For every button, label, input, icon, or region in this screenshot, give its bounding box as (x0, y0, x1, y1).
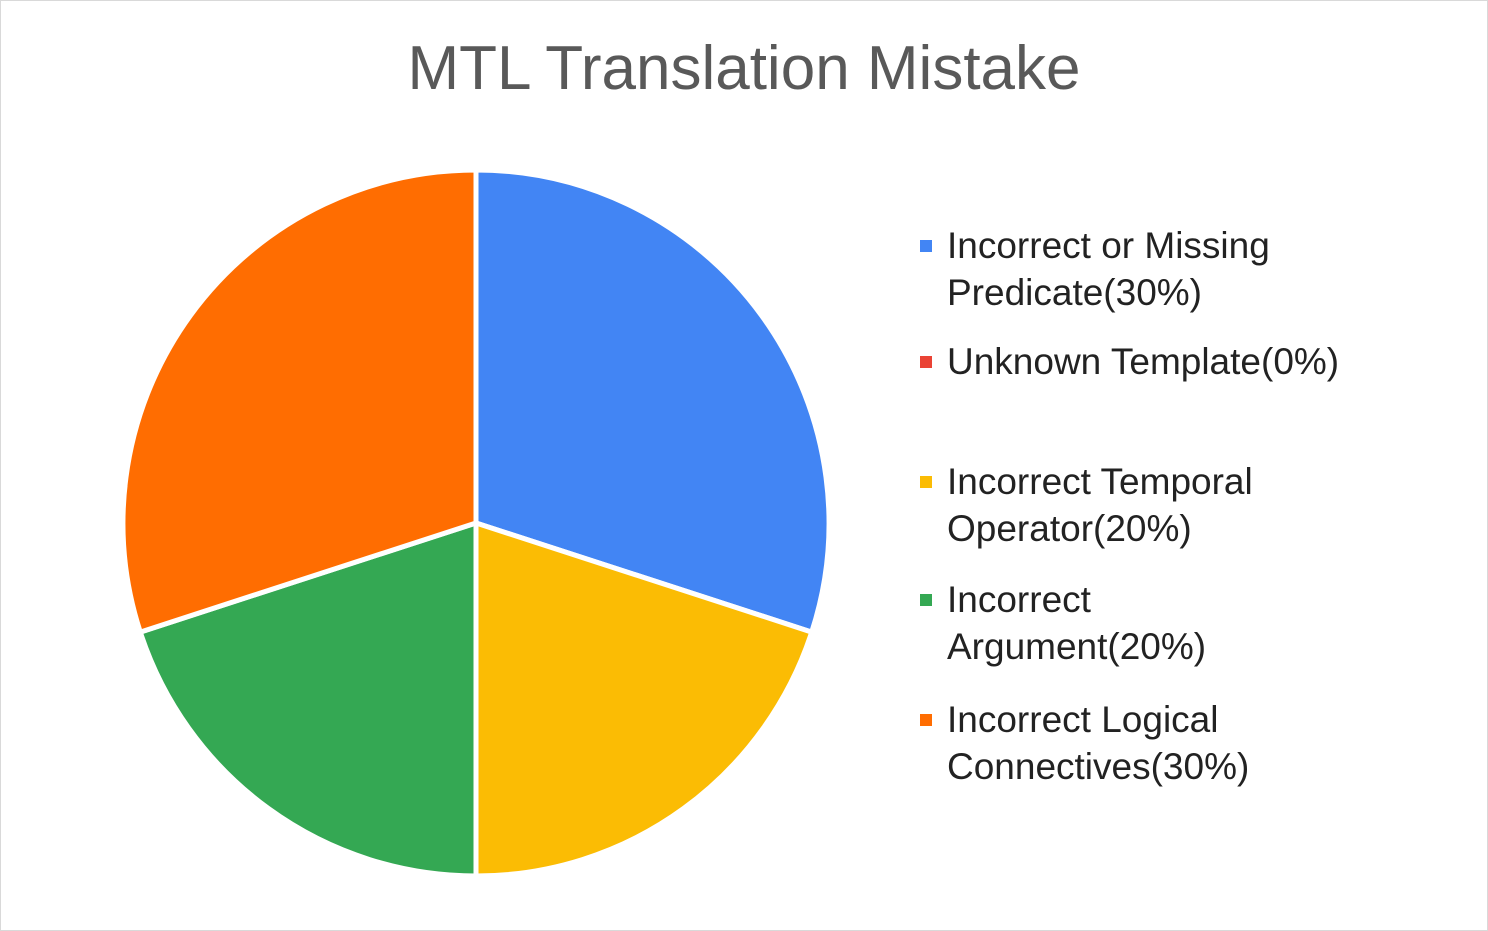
pie-slice-3 (137, 520, 479, 879)
chart-legend: Incorrect or Missing Predicate(30%) Unkn… (920, 0, 1480, 931)
chart-title: MTL Translation Mistake (407, 34, 1081, 103)
legend-label: Incorrect Logical Connectives(30%) (947, 699, 1250, 787)
legend-swatch (920, 714, 932, 726)
legend-swatch (920, 240, 932, 252)
legend-swatch (920, 476, 932, 488)
legend-label: Unknown Template(0%) (947, 341, 1340, 382)
pie-slice-0 (473, 167, 832, 635)
pie-slice-2 (473, 520, 815, 879)
legend-label: Incorrect or Missing Predicate(30%) (947, 225, 1270, 313)
legend-label: Incorrect Temporal Operator(20%) (947, 461, 1253, 549)
legend-swatch (920, 356, 932, 368)
legend-label: Incorrect Argument(20%) (947, 579, 1207, 667)
legend-swatch (920, 594, 932, 606)
pie-slice-4 (120, 167, 479, 635)
